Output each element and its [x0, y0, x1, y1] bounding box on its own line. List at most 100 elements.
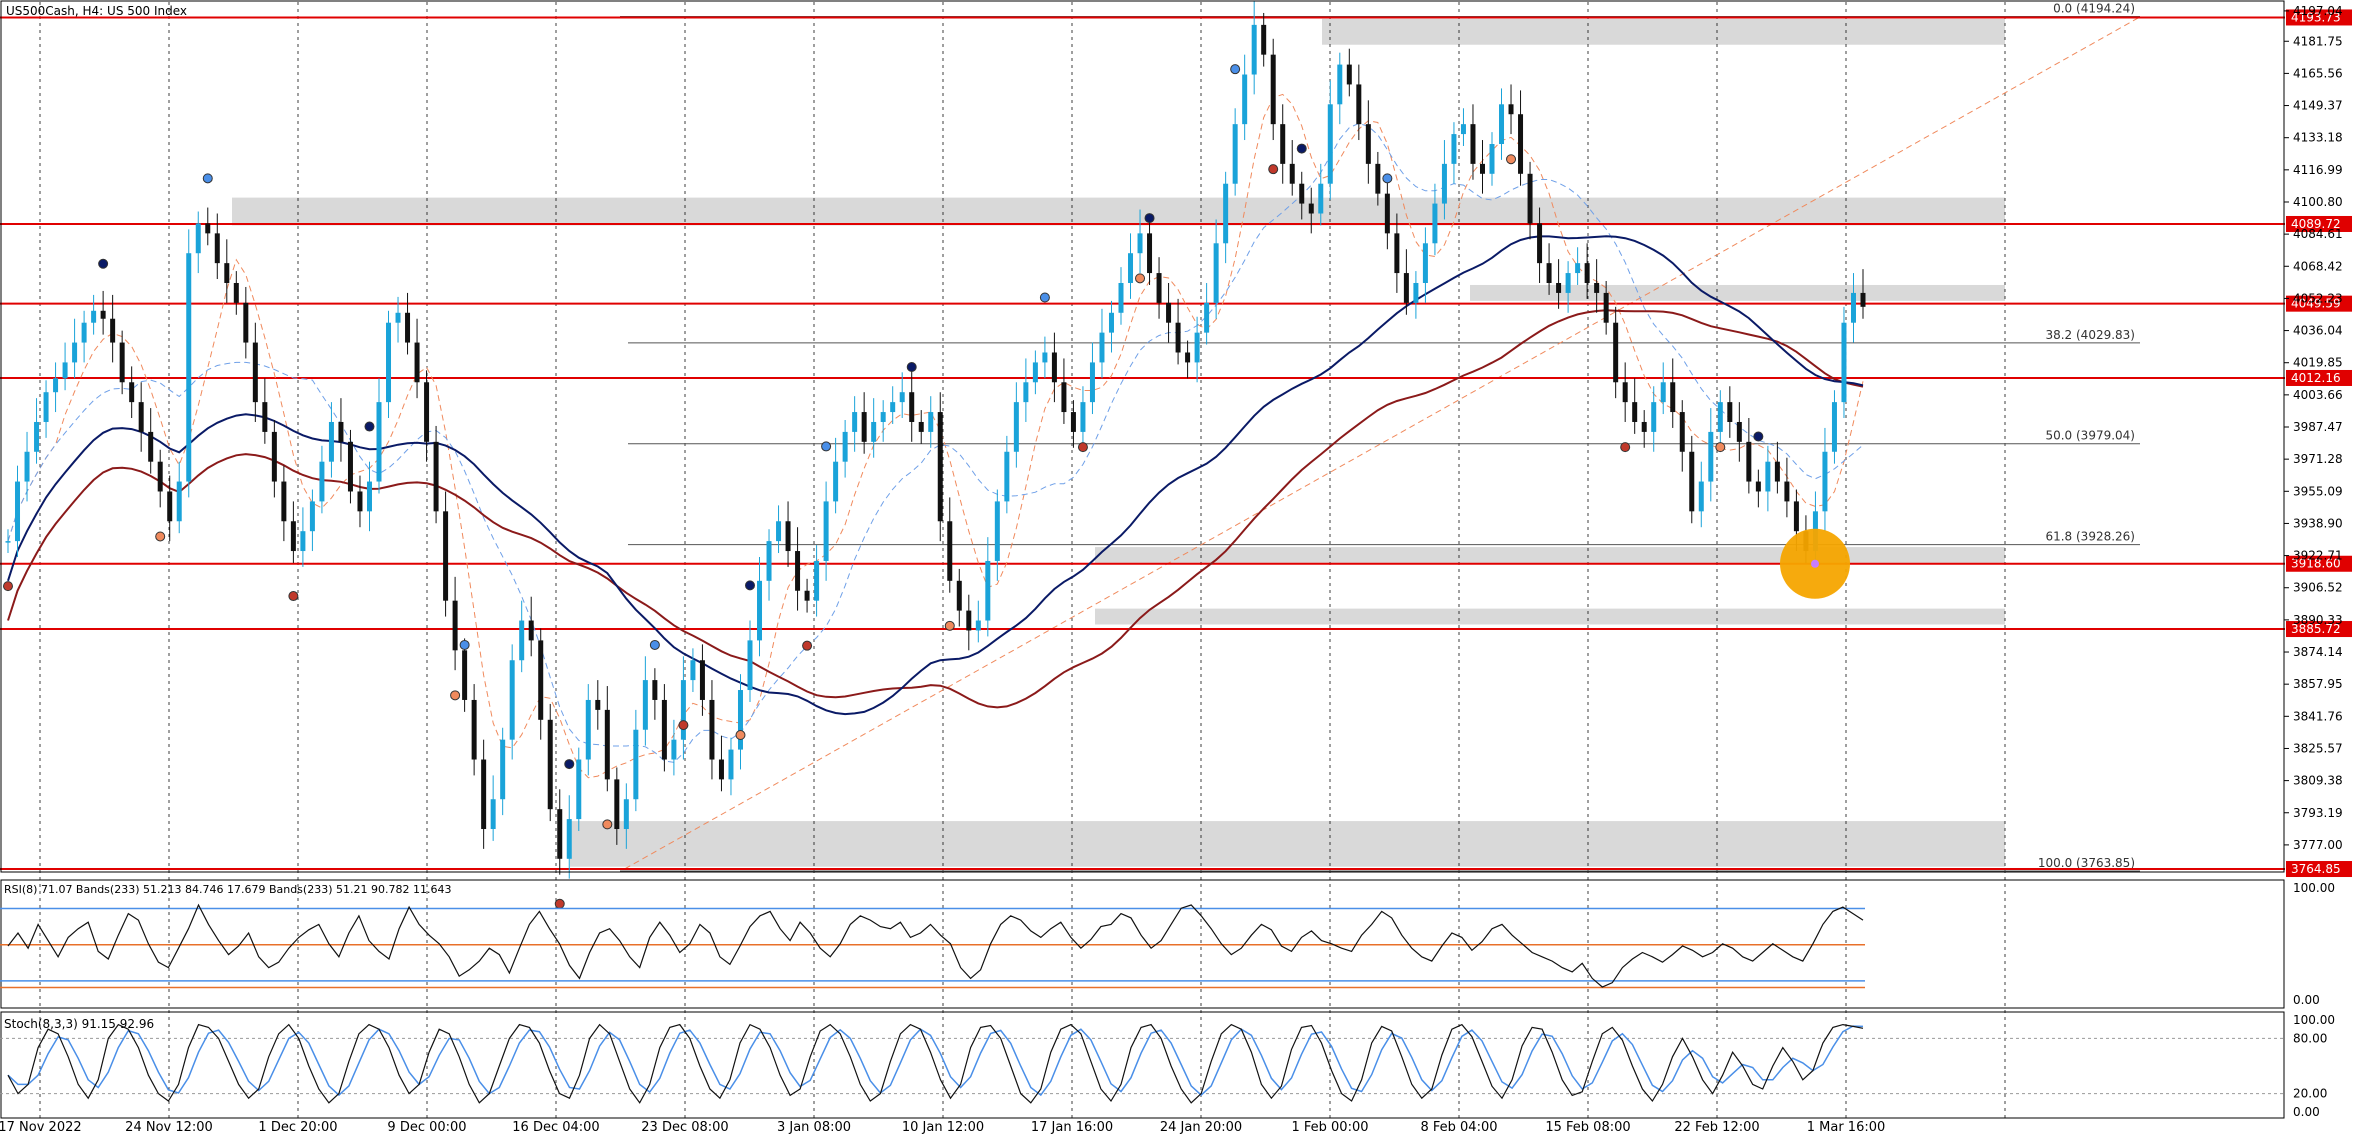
candle-body [1479, 163, 1485, 174]
swing-low-marker [1620, 442, 1631, 453]
y-tick-label: 4197.04 [2293, 4, 2343, 18]
candle-body [462, 650, 468, 700]
rsi-y-tick-label: 100.00 [2293, 881, 2335, 895]
fibonacci-level-label: 38.2 (4029.83) [2045, 328, 2135, 342]
level-price-tag [2286, 861, 2352, 878]
candle-body [557, 809, 563, 859]
x-tick-label: 1 Dec 20:00 [258, 1120, 337, 1135]
candle-body [937, 412, 943, 522]
candle-body [1232, 124, 1238, 184]
x-tick-label: 9 Dec 00:00 [387, 1120, 466, 1135]
candle-body [433, 441, 439, 512]
level-price-label: 3764.85 [2291, 862, 2341, 876]
candle-body [100, 310, 106, 319]
swing-low-marker [155, 531, 166, 542]
swing-low-marker [735, 730, 746, 741]
candle-body [1270, 54, 1276, 125]
candle-body [1089, 362, 1095, 403]
y-tick-label: 3906.52 [2293, 581, 2343, 595]
candle-body [366, 481, 372, 512]
stoch-signal-line [7, 1025, 1864, 1097]
candle-body [91, 310, 97, 323]
candle-body [376, 402, 382, 482]
rsi-caption: RSI(8) 71.07 Bands(233) 51.213 84.746 17… [4, 883, 451, 896]
level-price-tag [2286, 9, 2352, 26]
candle-body [81, 322, 87, 343]
candle-body [1318, 183, 1324, 214]
rsi-line [7, 903, 1864, 988]
candle-body [1575, 263, 1581, 274]
candle-body [1403, 273, 1409, 303]
candle-body [1755, 481, 1761, 492]
level-price-label: 4012.16 [2291, 371, 2341, 385]
candle-body [252, 342, 258, 403]
x-tick-label: 3 Jan 08:00 [777, 1120, 851, 1135]
y-tick-label: 3938.90 [2293, 516, 2343, 530]
candle-body [1784, 481, 1790, 502]
candle-body [1023, 382, 1029, 403]
candle-body [205, 223, 211, 234]
stoch-y-tick-label: 80.00 [2293, 1031, 2327, 1045]
candle-body [737, 690, 743, 750]
swing-low-marker [1077, 442, 1088, 453]
candle-body [1527, 173, 1533, 224]
candle-body [1622, 382, 1628, 403]
x-tick-label: 1 Mar 16:00 [1807, 1120, 1886, 1135]
candle-body [1660, 382, 1666, 403]
y-tick-label: 3971.28 [2293, 452, 2343, 466]
symbol-caption: US500Cash, H4: US 500 Index [6, 4, 187, 18]
x-tick-label: 1 Feb 00:00 [1291, 1120, 1368, 1135]
candle-body [975, 620, 981, 631]
candle-body [918, 421, 924, 432]
x-tick-label: 17 Jan 16:00 [1031, 1120, 1113, 1135]
candle-body [319, 461, 325, 502]
swing-high-marker [98, 258, 109, 269]
x-tick-label: 24 Jan 20:00 [1160, 1120, 1242, 1135]
y-tick-label: 3955.09 [2293, 484, 2343, 498]
candle-body [1394, 233, 1400, 274]
candle-body [338, 421, 344, 442]
swing-low-marker [602, 819, 613, 830]
candle-body [785, 521, 791, 552]
candle-body [614, 779, 620, 830]
candle-body [53, 378, 59, 393]
candle-body [728, 749, 734, 780]
candle-body [890, 402, 896, 413]
candle-body [157, 461, 163, 492]
y-tick-label: 4019.85 [2293, 356, 2343, 370]
fibonacci-level-label: 61.8 (3928.26) [2045, 530, 2135, 544]
swing-high-marker [1382, 173, 1393, 184]
swing-high-marker [1230, 64, 1241, 75]
candle-body [757, 580, 763, 641]
candle-body [1261, 24, 1267, 55]
candle-body [994, 501, 1000, 561]
candle-body [1327, 104, 1333, 184]
candle-body [985, 560, 991, 621]
candle-body [1774, 461, 1780, 482]
candle-body [1537, 223, 1543, 264]
rsi-y-tick-label: 0.00 [2293, 993, 2320, 1007]
candle-body [5, 541, 11, 543]
candle-body [24, 451, 30, 482]
supply-demand-zone [1095, 547, 2005, 563]
candle-body [490, 799, 496, 830]
candle-body [262, 402, 268, 432]
candle-body [357, 491, 363, 512]
candle-body [595, 699, 601, 710]
candle-body [509, 660, 515, 740]
candle-body [148, 431, 154, 462]
candle-body [424, 382, 430, 442]
candle-body [956, 580, 962, 611]
candle-body [1051, 352, 1057, 383]
candle-body [814, 560, 820, 601]
candle-body [1546, 263, 1552, 283]
candle-body [471, 699, 477, 760]
candle-body [1413, 282, 1419, 303]
candle-body [1508, 104, 1514, 115]
x-tick-label: 15 Feb 08:00 [1545, 1120, 1630, 1135]
candle-body [1223, 183, 1229, 244]
candle-body [566, 819, 572, 859]
candle-body [1194, 332, 1200, 363]
x-tick-label: 24 Nov 12:00 [125, 1120, 213, 1135]
